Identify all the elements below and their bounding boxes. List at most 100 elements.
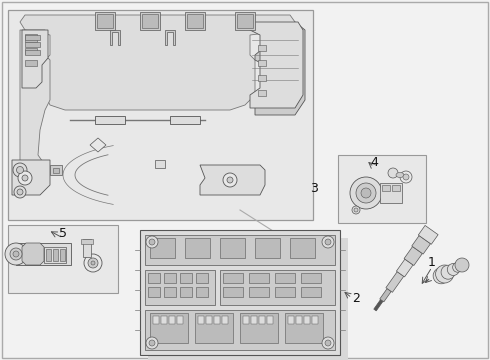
Bar (249, 287, 269, 297)
Circle shape (149, 239, 155, 245)
Bar (382, 185, 390, 191)
Polygon shape (418, 225, 438, 244)
Bar (304, 316, 310, 324)
Bar (97, 14, 113, 28)
Bar (235, 12, 255, 30)
Bar (214, 316, 220, 324)
Bar (301, 287, 321, 297)
Bar (180, 273, 192, 283)
Circle shape (149, 340, 155, 346)
Polygon shape (404, 247, 422, 266)
Bar (285, 313, 323, 343)
Bar (220, 270, 335, 305)
Polygon shape (374, 300, 383, 311)
Bar (380, 183, 402, 203)
Circle shape (18, 171, 32, 185)
Circle shape (88, 258, 98, 268)
Bar (95, 12, 115, 30)
Bar (187, 14, 203, 28)
Polygon shape (22, 30, 48, 88)
Bar (258, 60, 266, 66)
Bar (198, 316, 204, 324)
Circle shape (17, 189, 23, 195)
Polygon shape (22, 243, 44, 265)
Circle shape (10, 248, 22, 260)
Bar (142, 14, 158, 28)
Bar (170, 116, 200, 124)
Bar (296, 316, 302, 324)
Bar (22, 32, 40, 44)
Circle shape (17, 166, 24, 174)
Bar (155, 160, 165, 168)
Bar (258, 90, 266, 96)
Polygon shape (200, 165, 265, 195)
Bar (140, 12, 160, 30)
Circle shape (227, 177, 233, 183)
Circle shape (447, 264, 459, 275)
Circle shape (325, 340, 331, 346)
Bar (25, 34, 37, 42)
Circle shape (146, 236, 158, 248)
Circle shape (433, 268, 449, 284)
Bar (223, 273, 243, 283)
Bar (81, 239, 93, 244)
Polygon shape (255, 22, 305, 115)
Bar (164, 273, 176, 283)
Bar (46, 249, 51, 261)
Circle shape (388, 168, 398, 178)
Polygon shape (386, 272, 404, 292)
Circle shape (361, 188, 371, 198)
Bar (275, 287, 295, 297)
Bar (60, 249, 65, 261)
Bar (95, 116, 125, 124)
Bar (150, 313, 188, 343)
Polygon shape (165, 30, 175, 45)
Bar (25, 50, 40, 55)
Bar (16, 243, 71, 265)
Bar (8, 10, 313, 220)
Bar (185, 12, 205, 30)
Circle shape (352, 206, 360, 214)
Circle shape (322, 337, 334, 349)
Bar (312, 316, 318, 324)
Bar (249, 273, 269, 283)
Bar (25, 42, 40, 47)
Bar (259, 316, 265, 324)
Bar (177, 316, 183, 324)
Bar (53, 249, 58, 261)
Bar (148, 273, 160, 283)
Text: 4: 4 (370, 156, 378, 168)
Circle shape (223, 173, 237, 187)
Bar (288, 316, 294, 324)
Circle shape (403, 174, 409, 180)
Bar (148, 287, 160, 297)
Circle shape (84, 254, 102, 272)
Circle shape (22, 175, 28, 181)
Polygon shape (20, 30, 50, 185)
Bar (140, 230, 340, 355)
Bar (185, 238, 210, 258)
Bar (83, 239, 91, 257)
Polygon shape (20, 15, 295, 110)
Circle shape (400, 171, 412, 183)
Polygon shape (148, 238, 348, 360)
Bar (25, 48, 37, 54)
Bar (25, 60, 37, 66)
Polygon shape (396, 259, 413, 277)
Circle shape (322, 236, 334, 248)
Bar (258, 45, 266, 51)
Bar (8, 225, 118, 293)
Circle shape (354, 208, 358, 212)
Circle shape (453, 262, 463, 272)
Circle shape (14, 186, 26, 198)
Ellipse shape (396, 172, 404, 177)
Bar (50, 165, 62, 175)
Bar (220, 238, 245, 258)
Circle shape (91, 261, 95, 265)
Bar (145, 235, 335, 265)
Bar (150, 238, 175, 258)
Bar (161, 316, 167, 324)
Bar (169, 316, 175, 324)
Text: 5: 5 (59, 226, 67, 239)
Bar (392, 185, 400, 191)
